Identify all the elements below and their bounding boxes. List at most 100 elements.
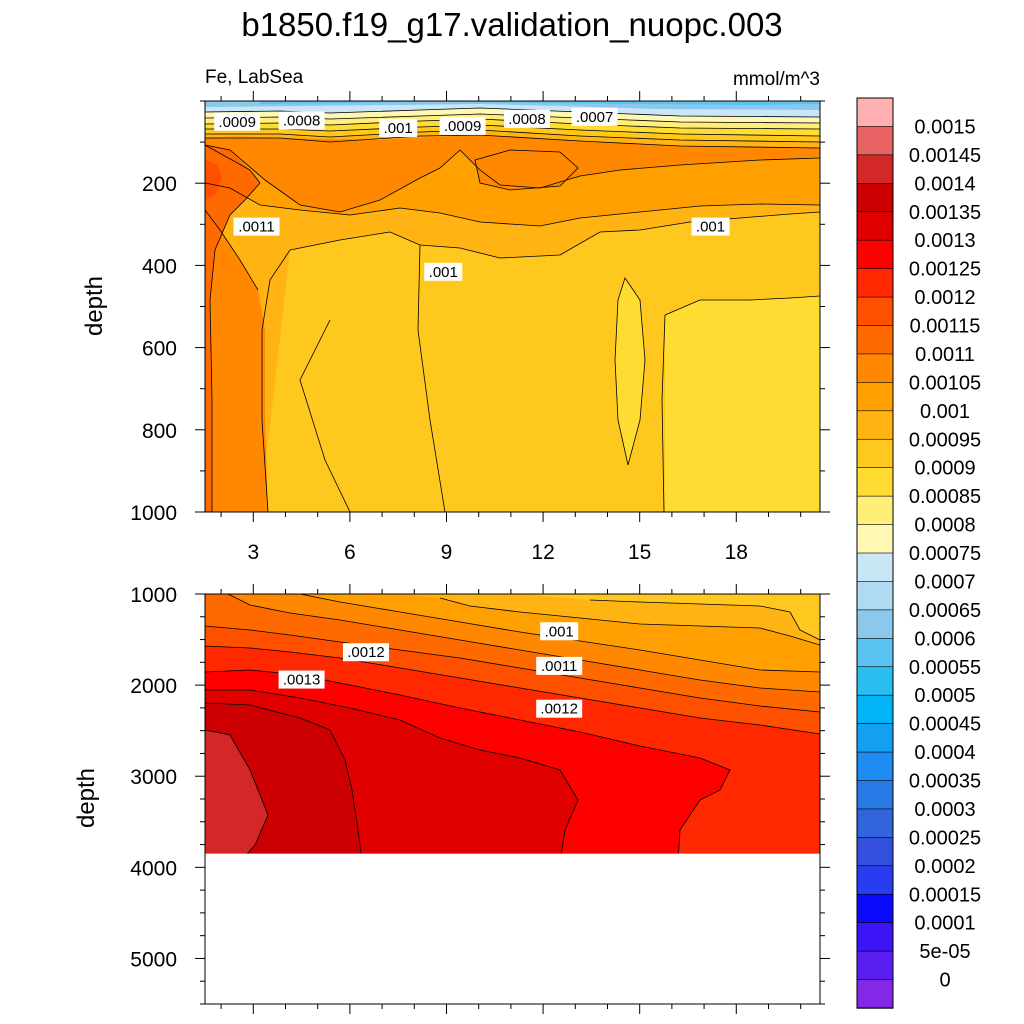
y-tick-label: 1000 xyxy=(130,584,177,607)
x-tick-label: 12 xyxy=(531,541,554,564)
colorbar-level-label: 0.001 xyxy=(920,401,970,423)
contour-label: .0012 xyxy=(342,643,389,662)
upper-y-axis-label: depth xyxy=(81,276,108,336)
x-tick-label: 6 xyxy=(344,541,356,564)
colorbar-level-label: 0.00025 xyxy=(909,827,981,849)
contour-label: .001 xyxy=(424,262,463,281)
lower-panel: .0012 .0013 .001 .0011 .0012 1000 2000 3000 400… xyxy=(73,584,830,1014)
y-tick-label: 5000 xyxy=(130,948,177,971)
colorbar-level-label: 0.0002 xyxy=(914,856,975,878)
y-tick-label: 200 xyxy=(142,173,177,196)
contour-label: .0009 xyxy=(439,116,486,135)
colorbar-level-label: 0.00035 xyxy=(909,771,981,793)
no-data-region xyxy=(205,853,820,1004)
colorbar-swatch xyxy=(856,581,894,611)
contour-label-text: .0011 xyxy=(238,219,274,236)
contour-label-bg xyxy=(536,699,583,718)
contour-label-bg xyxy=(691,217,730,236)
contour-label-bg xyxy=(278,111,325,130)
colorbar-level-label: 0.0006 xyxy=(914,628,975,650)
colorbar-swatch xyxy=(856,723,894,753)
colorbar-swatch xyxy=(856,638,894,668)
y-tick-label: 1000 xyxy=(130,502,177,525)
lower-axes: 1000 2000 3000 4000 5000 xyxy=(130,584,830,1014)
contour-label-bg xyxy=(540,622,579,641)
colorbar-swatch xyxy=(856,325,894,355)
contour-label-text: .0009 xyxy=(218,114,256,131)
colorbar-swatch xyxy=(856,382,894,412)
upper-contour-labels: .0009 .0008 .001 .0009 .0008 .0007 .0011 .001 .0… xyxy=(214,107,730,281)
variable-region-label: Fe, LabSea xyxy=(205,67,304,88)
contour-label: .0012 xyxy=(536,699,583,718)
contour-label: .0011 xyxy=(536,656,583,675)
x-tick-label: 18 xyxy=(725,541,748,564)
y-tick-label: 3000 xyxy=(130,766,177,789)
colorbar-level-label: 0.00055 xyxy=(909,657,981,679)
contour-label: .001 xyxy=(379,118,418,137)
y-tick-label: 4000 xyxy=(130,857,177,880)
colorbar-swatch xyxy=(856,438,894,469)
colorbar-swatch xyxy=(856,751,894,782)
colorbar-level-label: 5e-05 xyxy=(919,941,970,963)
contour-label-bg xyxy=(424,262,463,281)
colorbar-swatch xyxy=(856,666,894,696)
colorbar-level-label: 0.0011 xyxy=(915,344,975,366)
colorbar-level-label: 0.00135 xyxy=(909,202,981,224)
colorbar-swatch xyxy=(856,552,894,583)
colorbar-level-label: 0.0014 xyxy=(914,173,975,195)
y-tick-label: 800 xyxy=(142,420,177,443)
colorbar-swatch xyxy=(856,922,894,952)
contour-label: .001 xyxy=(540,622,579,641)
colorbar-level-label: 0.0005 xyxy=(914,685,975,707)
colorbar-level-label: 0.00075 xyxy=(909,543,981,565)
figure-title: b1850.f19_g17.validation_nuopc.003 xyxy=(241,6,782,43)
colorbar-swatch xyxy=(856,467,894,497)
upper-contour-fill xyxy=(205,101,820,512)
colorbar-swatch xyxy=(856,893,894,924)
contour-label-bg xyxy=(439,116,486,135)
colorbar-level-label: 0.0003 xyxy=(914,799,975,821)
contour-label-text: .001 xyxy=(429,264,458,281)
x-tick-label: 3 xyxy=(247,541,259,564)
colorbar-level-label: 0.0007 xyxy=(914,571,975,593)
colorbar-level-label: 0.00015 xyxy=(909,884,981,906)
colorbar-level-label: 0.0012 xyxy=(914,287,975,309)
contour-label: .0009 xyxy=(214,112,261,131)
colorbar-level-label: 0.00105 xyxy=(909,372,981,394)
colorbar-swatch xyxy=(856,154,894,185)
colorbar-swatch xyxy=(856,410,894,440)
contour-label-text: .0011 xyxy=(541,658,577,675)
colorbar-level-label: 0.0009 xyxy=(914,458,975,480)
contour-label-text: .0007 xyxy=(576,109,614,126)
colorbar-level-label: 0 xyxy=(939,970,950,992)
colorbar-level-label: 0.0013 xyxy=(914,230,975,252)
colorbar: 0.0015 0.00145 0.0014 0.00135 0.0013 0.00125 0… xyxy=(856,97,981,1009)
colorbar-swatch xyxy=(856,97,894,128)
colorbar-level-label: 0.00065 xyxy=(909,600,981,622)
colorbar-swatch xyxy=(856,495,894,526)
colorbar-frame xyxy=(856,97,894,1009)
lower-contour-fill xyxy=(205,594,820,862)
contour-label: .0008 xyxy=(278,111,325,130)
band-0.00095 xyxy=(400,594,820,645)
contour-label-bg xyxy=(233,217,280,236)
band-0.00105-left xyxy=(205,210,268,512)
contour-label: .0011 xyxy=(233,217,280,236)
band-0.00055 xyxy=(260,101,820,105)
colorbar-swatch xyxy=(856,950,894,981)
colorbar-level-label: 0.0001 xyxy=(914,913,975,935)
colorbar-swatch xyxy=(856,211,894,241)
lower-y-axis-label: depth xyxy=(73,768,100,828)
contour-label-text: .0009 xyxy=(444,118,482,135)
contour-label-bg xyxy=(214,112,261,131)
colorbar-level-label: 0.00145 xyxy=(909,145,981,167)
contour-label-bg xyxy=(536,656,583,675)
contour-label-text: .0013 xyxy=(283,672,321,689)
colorbar-level-label: 0.00045 xyxy=(909,714,981,736)
colorbar-level-label: 0.00085 xyxy=(909,486,981,508)
upper-axes: 200 400 600 800 1000 3 6 9 12 15 18 xyxy=(130,91,830,564)
colorbar-swatch xyxy=(856,865,894,895)
colorbar-swatch xyxy=(856,808,894,839)
colorbar-level-label: 0.0004 xyxy=(914,742,975,764)
